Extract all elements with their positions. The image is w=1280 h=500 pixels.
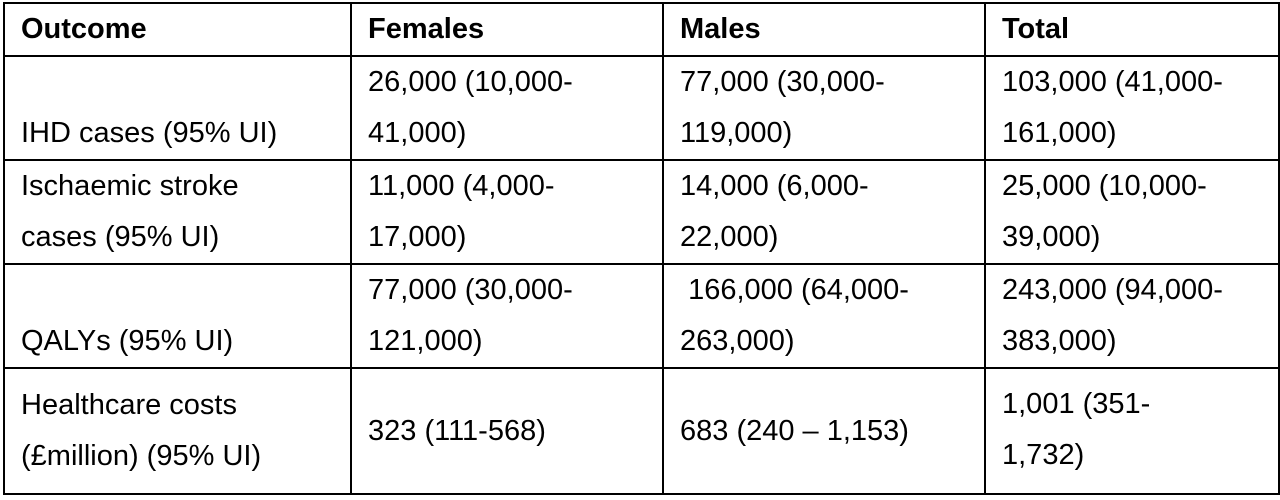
total-value: 243,000 (94,000- 383,000) [1002,274,1223,357]
females-cell: 11,000 (4,000- 17,000) [350,159,664,265]
males-value: 683 (240 – 1,153) [680,414,909,447]
outcome-cell: Ischaemic stroke cases (95% UI) [3,159,352,265]
females-cell: 26,000 (10,000- 41,000) [350,55,664,161]
males-value: 166,000 (64,000- 263,000) [680,274,909,357]
outcome-label: Ischaemic stroke cases (95% UI) [21,170,239,253]
males-cell: 683 (240 – 1,153) [662,367,986,495]
females-value: 11,000 (4,000- 17,000) [368,170,555,253]
table-row: Healthcare costs (£million) (95% UI) 323… [3,367,1280,495]
males-cell: 14,000 (6,000- 22,000) [662,159,986,265]
outcomes-table: Outcome Females Males Total IHD cases (9… [3,2,1280,495]
table-row: IHD cases (95% UI) 26,000 (10,000- 41,00… [3,55,1280,161]
females-cell: 77,000 (30,000- 121,000) [350,263,664,369]
males-cell: 77,000 (30,000- 119,000) [662,55,986,161]
table-row: Ischaemic stroke cases (95% UI) 11,000 (… [3,159,1280,265]
total-value: 103,000 (41,000- 161,000) [1002,66,1223,149]
table-row: QALYs (95% UI) 77,000 (30,000- 121,000) … [3,263,1280,369]
males-cell: 166,000 (64,000- 263,000) [662,263,986,369]
total-value: 25,000 (10,000- 39,000) [1002,170,1207,253]
outcome-cell: Healthcare costs (£million) (95% UI) [3,367,352,495]
outcome-label: QALYs (95% UI) [21,325,234,357]
table-header-row: Outcome Females Males Total [3,2,1280,57]
females-value: 77,000 (30,000- 121,000) [368,274,573,357]
total-cell: 25,000 (10,000- 39,000) [984,159,1280,265]
females-cell: 323 (111-568) [350,367,664,495]
males-value: 77,000 (30,000- 119,000) [680,66,885,149]
total-value: 1,001 (351- 1,732) [1002,388,1151,471]
total-cell: 1,001 (351- 1,732) [984,367,1280,495]
females-value: 26,000 (10,000- 41,000) [368,66,573,149]
females-value: 323 (111-568) [368,414,546,447]
total-cell: 103,000 (41,000- 161,000) [984,55,1280,161]
males-value: 14,000 (6,000- 22,000) [680,170,869,253]
header-outcome: Outcome [3,2,352,57]
outcome-cell: QALYs (95% UI) [3,263,352,369]
total-cell: 243,000 (94,000- 383,000) [984,263,1280,369]
header-females: Females [350,2,664,57]
header-total: Total [984,2,1280,57]
outcome-label: Healthcare costs (£million) (95% UI) [21,389,262,472]
outcome-cell: IHD cases (95% UI) [3,55,352,161]
header-males: Males [662,2,986,57]
outcome-label: IHD cases (95% UI) [21,117,278,149]
